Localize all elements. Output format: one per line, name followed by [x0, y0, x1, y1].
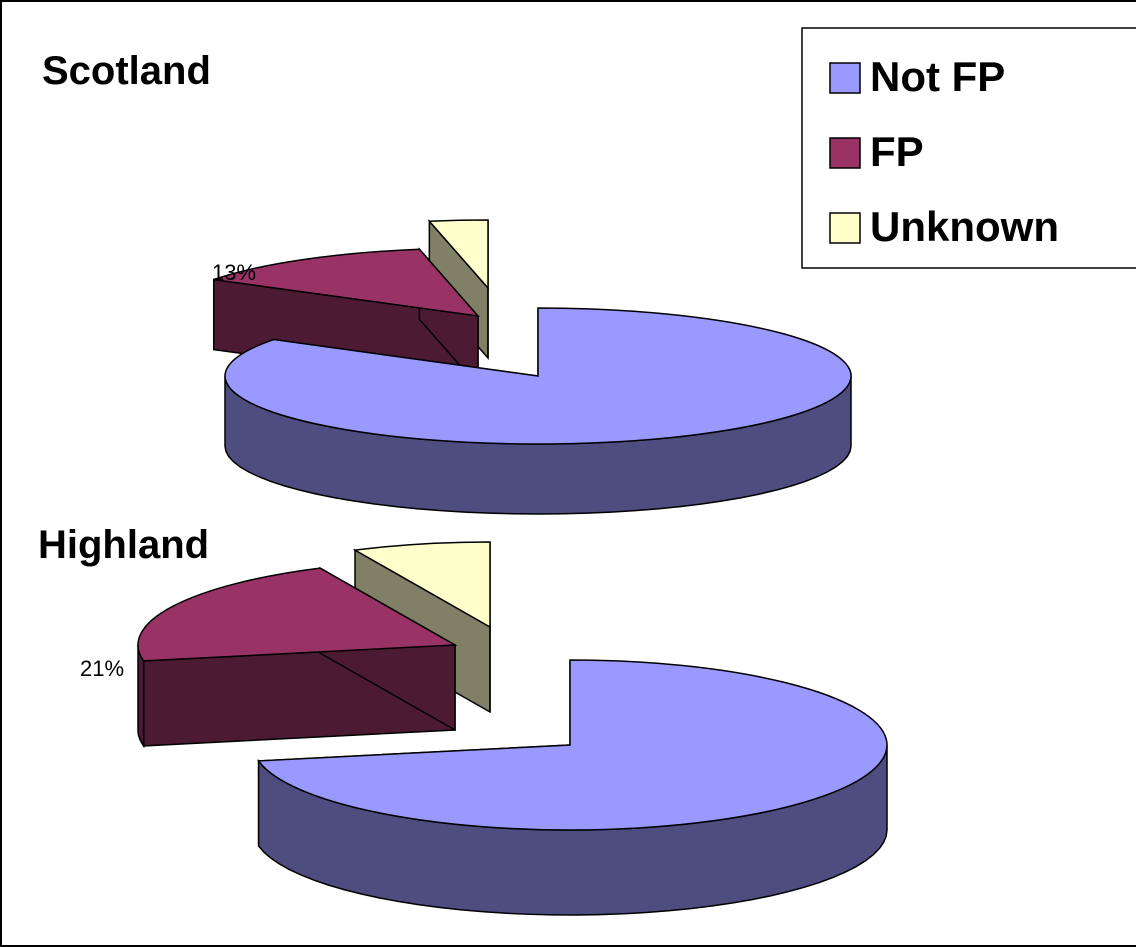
pie-chart-highland: Highland 21% — [38, 523, 888, 916]
slice-not-fp — [257, 659, 888, 916]
data-label-fp-highland: 21% — [80, 656, 124, 681]
legend-label-not-fp: Not FP — [870, 53, 1005, 100]
pie-chart-scotland: Scotland 13% — [42, 49, 852, 515]
chart-title-scotland: Scotland — [42, 49, 211, 93]
legend-swatch-not-fp — [829, 62, 861, 94]
legend-swatch-fp — [829, 137, 861, 169]
slice-not-fp — [224, 307, 852, 515]
legend-label-unknown: Unknown — [870, 203, 1059, 250]
legend-label-fp: FP — [870, 128, 924, 175]
chart-title-highland: Highland — [38, 523, 209, 567]
legend: Not FP FP Unknown — [801, 27, 1136, 269]
legend-swatch-unknown — [829, 212, 861, 244]
data-label-fp-scotland: 13% — [212, 260, 256, 285]
slice-fp — [137, 566, 458, 749]
